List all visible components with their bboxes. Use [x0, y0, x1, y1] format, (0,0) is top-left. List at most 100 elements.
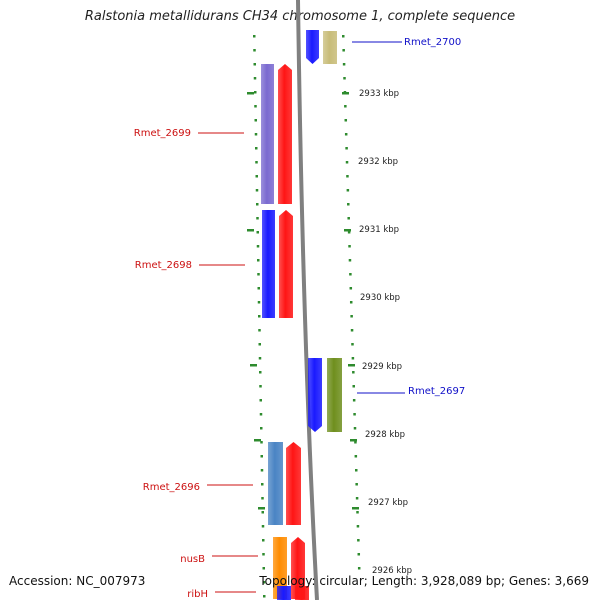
- gene-rmet-2700: Rmet_2700: [306, 30, 461, 64]
- ruler-dot: [353, 413, 356, 416]
- ruler-dot: [261, 483, 264, 486]
- ruler-major-tick: [250, 364, 257, 367]
- ruler-dot: [346, 175, 349, 178]
- ruler-dot: [260, 455, 263, 458]
- ruler-dot: [343, 77, 346, 80]
- ruler-major-tick: [258, 507, 265, 510]
- ruler-dot: [257, 259, 260, 262]
- cog-category-bar: [277, 586, 291, 600]
- ruler-dot: [356, 511, 359, 514]
- cog-category-bar: [273, 537, 287, 599]
- ruler-label: 2926 kbp: [372, 566, 412, 576]
- gene-label: Rmet_2697: [408, 386, 465, 397]
- ruler-label: 2927 kbp: [368, 498, 408, 508]
- gene-rmet-2698: Rmet_2698: [135, 210, 293, 318]
- ruler-dot: [347, 231, 351, 234]
- gene-label: Rmet_2698: [135, 260, 192, 271]
- ruler-dot: [351, 343, 354, 346]
- ruler-dot: [352, 385, 355, 388]
- right-ruler: [342, 35, 361, 570]
- gene-ribh: ribH: [187, 586, 309, 600]
- gene-label: Rmet_2699: [134, 128, 191, 139]
- cog-category-bar: [262, 210, 275, 318]
- ruler-dot: [349, 273, 352, 276]
- ruler-dot: [257, 273, 260, 276]
- gene-label: Rmet_2696: [143, 482, 200, 493]
- ruler-label: 2932 kbp: [358, 157, 398, 167]
- gene-rmet-2699: Rmet_2699: [134, 64, 292, 204]
- ruler-dot: [357, 553, 361, 556]
- ruler-dot: [262, 581, 266, 584]
- ruler-dot: [260, 427, 263, 430]
- gene-label: ribH: [187, 589, 208, 600]
- gene-strand-bar: [295, 586, 309, 600]
- chromosome-backbone: [296, 0, 319, 600]
- ruler-dot: [258, 315, 261, 318]
- ruler-dot: [355, 469, 358, 472]
- ruler-dot: [256, 203, 259, 206]
- ruler-dot: [345, 147, 348, 150]
- ruler-dot: [260, 441, 263, 444]
- ruler-dot: [350, 315, 353, 318]
- gene-rmet-2697: Rmet_2697: [308, 358, 465, 432]
- cog-category-bar: [261, 64, 274, 204]
- ruler-dot: [257, 301, 261, 304]
- ruler-dot: [255, 147, 258, 150]
- ruler-dot: [354, 441, 357, 444]
- ruler-dot: [259, 399, 262, 402]
- ruler-dot: [352, 399, 356, 402]
- ruler-dot: [253, 63, 256, 66]
- ruler-label: 2931 kbp: [359, 225, 399, 235]
- ruler-dot: [262, 539, 265, 542]
- ruler-dot: [357, 567, 361, 570]
- ruler-dot: [254, 91, 257, 94]
- ruler-dot: [344, 133, 348, 136]
- ruler-dot: [257, 287, 260, 290]
- gene-strand-bar: [291, 537, 305, 599]
- ruler-dot: [355, 483, 358, 486]
- ruler-major-tick: [247, 92, 254, 95]
- ruler-major-tick: [352, 507, 359, 510]
- accession-label: Accession: NC_007973: [9, 574, 146, 588]
- ruler-dot: [258, 357, 262, 360]
- ruler-dot: [342, 35, 345, 38]
- ruler-major-tick: [348, 364, 355, 367]
- ruler-major-tick: [342, 92, 349, 95]
- ruler-dot: [349, 301, 353, 304]
- ruler-dot: [254, 133, 258, 136]
- ruler-dot: [263, 595, 266, 598]
- ruler-dot: [255, 175, 258, 178]
- ruler-dot: [348, 245, 351, 248]
- ruler-dot: [350, 329, 354, 332]
- genome-summary-label: Topology: circular; Length: 3,928,089 bp…: [259, 574, 589, 588]
- ruler-dot: [348, 259, 352, 262]
- gene-nusb: nusB: [180, 537, 305, 599]
- ruler-major-tick: [247, 229, 254, 232]
- ruler-dot: [344, 105, 347, 108]
- ruler-major-tick: [350, 439, 357, 442]
- ruler-dot: [346, 189, 350, 192]
- ruler-label: 2928 kbp: [365, 430, 405, 440]
- ruler-dot: [256, 217, 259, 220]
- ruler-dot: [262, 567, 265, 570]
- gene-rmet-2696: Rmet_2696: [143, 442, 301, 525]
- ruler-dot: [352, 371, 355, 374]
- ruler-dot: [258, 343, 261, 346]
- ruler-dot: [347, 217, 350, 220]
- ruler-dot: [259, 385, 262, 388]
- ruler-dot: [255, 189, 259, 192]
- ruler-dot: [256, 245, 260, 248]
- left-ruler: [247, 35, 266, 598]
- cog-category-bar: [306, 30, 319, 64]
- ruler-dot: [253, 49, 256, 52]
- ruler-dot: [259, 371, 262, 374]
- gene-label: Rmet_2700: [404, 37, 461, 48]
- ruler-dot: [253, 35, 256, 38]
- ruler-dot: [254, 119, 257, 122]
- ruler-dot: [261, 497, 264, 500]
- ruler-dot: [356, 525, 360, 528]
- ruler-major-tick: [254, 439, 261, 442]
- gene-label: nusB: [180, 554, 205, 565]
- ruler-dot: [253, 77, 257, 80]
